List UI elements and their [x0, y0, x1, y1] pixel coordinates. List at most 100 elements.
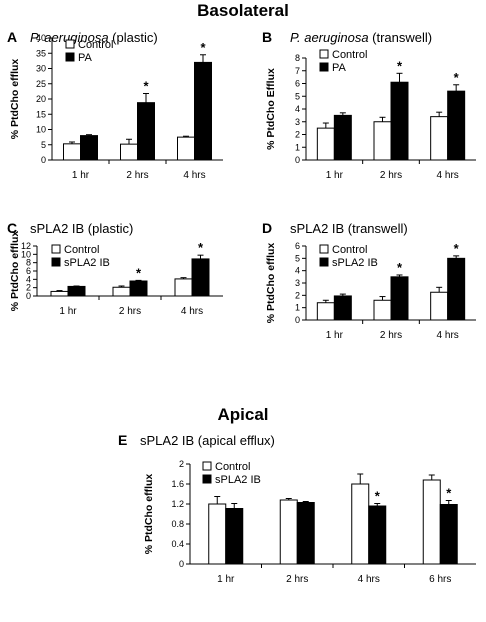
y-axis-label: % PtdCho efflux — [265, 243, 277, 324]
bar-treatment — [333, 114, 352, 161]
panel-title-italic: P. aeruginosa — [30, 30, 109, 45]
x-tick-label: 4 hrs — [437, 330, 459, 341]
x-tick-label: 2 hrs — [286, 574, 308, 585]
legend-label: PA — [78, 52, 93, 64]
x-tick-label: 4 hrs — [358, 574, 380, 585]
bar-control — [316, 302, 335, 321]
y-tick-label: 40 — [36, 33, 46, 43]
x-tick-label: 2 hrs — [380, 170, 402, 181]
legend-swatch — [319, 62, 329, 72]
bar-control — [430, 116, 449, 161]
significance-star: * — [136, 265, 142, 280]
y-axis-label: % PtdCho efflux — [9, 59, 21, 140]
section-title-apical: Apical — [217, 405, 268, 424]
significance-star: * — [198, 240, 204, 255]
bar-treatment — [80, 135, 98, 161]
bar-treatment — [191, 258, 210, 297]
y-tick-label: 4 — [26, 274, 31, 284]
significance-star: * — [375, 489, 381, 504]
panel-label: C — [7, 220, 17, 236]
legend-label: sPLA2 IB — [332, 257, 378, 269]
bar-control — [120, 143, 138, 161]
y-tick-label: 10 — [36, 125, 46, 135]
bar-treatment — [390, 81, 409, 161]
bar-control — [430, 291, 449, 321]
y-tick-label: 7 — [295, 66, 300, 76]
y-tick-label: 8 — [295, 53, 300, 63]
x-tick-label: 1 hr — [59, 306, 77, 317]
bar-treatment — [129, 280, 148, 297]
y-tick-label: 2 — [295, 130, 300, 140]
chart-panel-a: A P. aeruginosa (plastic) % PtdCho efflux 0… — [7, 29, 223, 181]
legend-label: Control — [332, 49, 367, 61]
y-tick-label: 6 — [295, 241, 300, 251]
legend-swatch — [202, 461, 212, 471]
bar-treatment — [333, 295, 352, 321]
x-tick-label: 1 hr — [326, 330, 344, 341]
significance-star: * — [454, 241, 460, 256]
significance-star: * — [454, 70, 460, 85]
bar-control — [373, 299, 392, 321]
y-tick-label: 35 — [36, 48, 46, 58]
x-tick-label: 1 hr — [217, 574, 235, 585]
y-tick-label: 0.4 — [171, 539, 184, 549]
y-tick-label: 1.2 — [171, 499, 184, 509]
chart-panel-b: B P. aeruginosa (transwell) % PtdCho Efflu… — [262, 29, 476, 181]
y-tick-label: 2 — [26, 283, 31, 293]
panel-label: A — [7, 29, 17, 45]
y-axis-label: % PtdCho Efflux — [265, 68, 277, 150]
y-tick-label: 12 — [21, 241, 31, 251]
legend-swatch — [202, 474, 212, 484]
y-tick-label: 8 — [26, 258, 31, 268]
panel-label: B — [262, 29, 272, 45]
panel-title-rest: sPLA2 IB (plastic) — [30, 221, 133, 236]
bar-control — [373, 121, 392, 161]
significance-star: * — [446, 486, 452, 501]
bar-control — [208, 503, 227, 565]
panel-title-rest: (transwell) — [369, 30, 433, 45]
bar-treatment — [390, 276, 409, 321]
y-tick-label: 4 — [295, 266, 300, 276]
y-tick-label: 2 — [295, 290, 300, 300]
significance-star: * — [200, 40, 206, 55]
panel-label: D — [262, 220, 272, 236]
panel-title: sPLA2 IB (plastic) — [30, 221, 133, 236]
panel-title-rest: sPLA2 IB (apical efflux) — [140, 433, 275, 448]
legend-swatch — [319, 49, 329, 59]
panel-title-rest: (plastic) — [109, 30, 158, 45]
y-tick-label: 15 — [36, 109, 46, 119]
y-tick-label: 30 — [36, 64, 46, 74]
y-tick-label: 20 — [36, 94, 46, 104]
bar-control — [177, 136, 195, 161]
x-tick-label: 2 hrs — [380, 330, 402, 341]
x-tick-label: 2 hrs — [126, 170, 148, 181]
x-tick-label: 4 hrs — [437, 170, 459, 181]
y-tick-label: 3 — [295, 117, 300, 127]
y-tick-label: 0 — [295, 315, 300, 325]
legend-swatch — [319, 244, 329, 254]
bar-control — [50, 290, 69, 297]
legend-label: Control — [215, 461, 250, 473]
y-tick-label: 6 — [26, 266, 31, 276]
x-tick-label: 4 hrs — [183, 170, 205, 181]
y-tick-label: 5 — [41, 140, 46, 150]
legend-swatch — [51, 244, 61, 254]
bar-control — [351, 483, 370, 565]
bar-treatment — [67, 285, 86, 297]
bar-control — [422, 479, 441, 565]
legend-label: Control — [78, 39, 113, 51]
section-title-basolateral: Basolateral — [197, 1, 289, 20]
y-tick-label: 0 — [26, 291, 31, 301]
panel-title-rest: sPLA2 IB (transwell) — [290, 221, 408, 236]
y-tick-label: 0 — [41, 155, 46, 165]
y-tick-label: 10 — [21, 249, 31, 259]
significance-star: * — [143, 79, 149, 94]
legend-label: sPLA2 IB — [64, 257, 110, 269]
bar-treatment — [296, 502, 315, 565]
panel-title: P. aeruginosa (transwell) — [290, 30, 432, 45]
y-tick-label: 0 — [179, 559, 184, 569]
legend-label: Control — [64, 244, 99, 256]
